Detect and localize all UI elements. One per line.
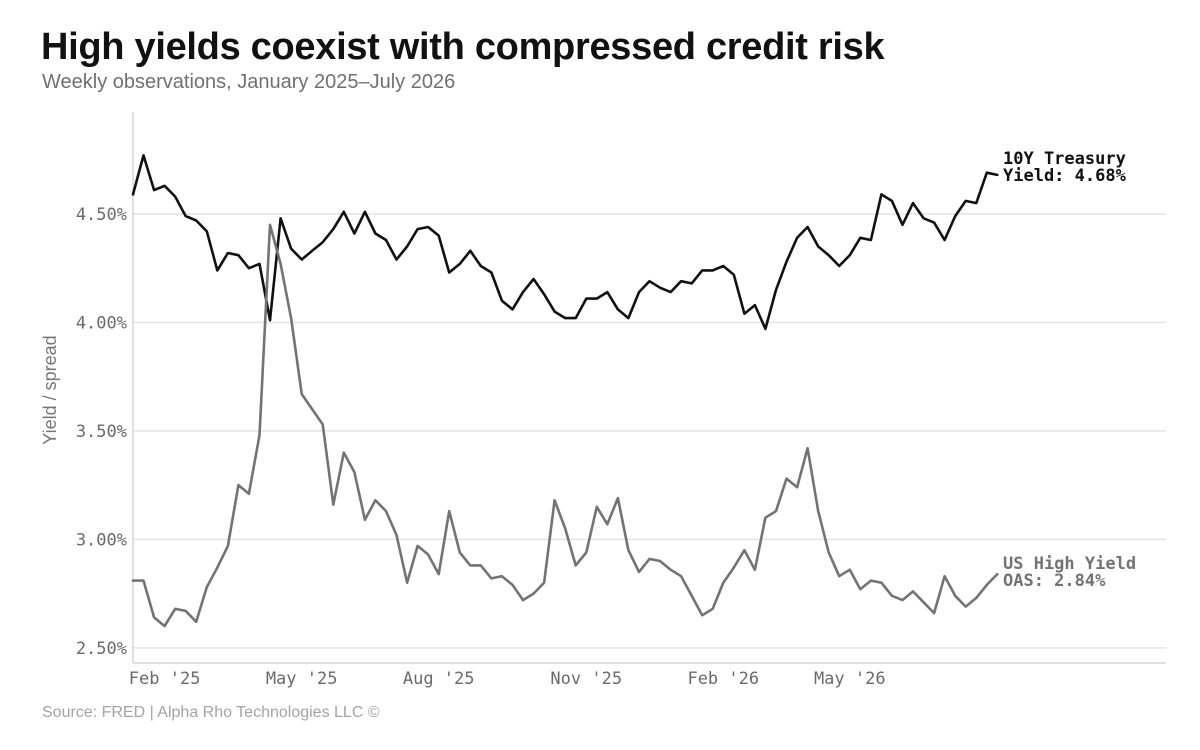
gridlines xyxy=(133,213,1166,649)
x-tick-label: May '26 xyxy=(814,669,886,689)
y-tick-labels: 2.50% 3.00% 3.50% 4.00% 4.50% xyxy=(76,205,127,659)
y-tick-label: 4.50% xyxy=(76,205,127,225)
y-tick-label: 4.00% xyxy=(76,313,127,333)
y-axis-label: Yield / spread xyxy=(40,335,60,444)
series-lines xyxy=(131,154,999,628)
series-end-label: OAS: 2.84% xyxy=(1003,571,1106,591)
x-tick-label: May '25 xyxy=(266,669,338,689)
x-tick-label: Aug '25 xyxy=(403,669,475,689)
y-tick-label: 3.50% xyxy=(76,422,127,442)
series-end-label: US High Yield xyxy=(1003,554,1136,574)
series-end-label: 10Y Treasury xyxy=(1003,149,1126,169)
x-tick-labels: Feb '25 May '25 Aug '25 Nov '25 Feb '26 May '… xyxy=(129,669,886,689)
x-tick-label: Feb '26 xyxy=(687,669,759,689)
series-line-treasury xyxy=(131,154,999,331)
series-line-high-yield-oas xyxy=(131,223,999,628)
chart-title: High yields coexist with compressed cred… xyxy=(41,26,885,68)
y-tick-label: 3.00% xyxy=(76,530,127,550)
source-note: Source: FRED | Alpha Rho Technologies LL… xyxy=(42,704,380,721)
y-tick-label: 2.50% xyxy=(76,639,127,659)
x-tick-label: Nov '25 xyxy=(550,669,622,689)
chart-subtitle: Weekly observations, January 2025–July 2… xyxy=(42,71,456,93)
x-tick-label: Feb '25 xyxy=(129,669,201,689)
series-end-label: Yield: 4.68% xyxy=(1003,166,1127,186)
